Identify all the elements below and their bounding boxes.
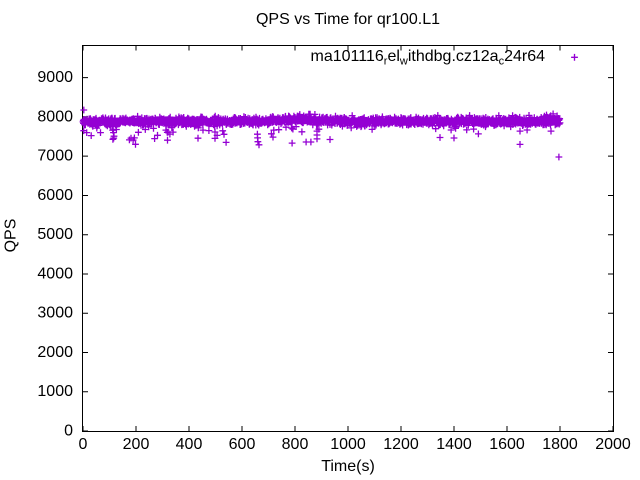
svg-text:1000: 1000: [37, 383, 73, 400]
svg-text:9000: 9000: [37, 69, 73, 86]
svg-text:400: 400: [176, 436, 203, 453]
svg-text:2000: 2000: [37, 344, 73, 361]
svg-text:1000: 1000: [330, 436, 366, 453]
svg-text:800: 800: [282, 436, 309, 453]
svg-text:200: 200: [123, 436, 150, 453]
svg-text:600: 600: [229, 436, 256, 453]
svg-text:QPS: QPS: [3, 219, 20, 253]
svg-text:2000: 2000: [595, 436, 631, 453]
svg-text:0: 0: [79, 436, 88, 453]
svg-text:1600: 1600: [489, 436, 525, 453]
svg-text:7000: 7000: [37, 148, 73, 165]
svg-text:QPS vs Time for qr100.L1: QPS vs Time for qr100.L1: [256, 11, 440, 28]
svg-text:4000: 4000: [37, 266, 73, 283]
svg-text:1200: 1200: [383, 436, 419, 453]
svg-text:6000: 6000: [37, 187, 73, 204]
svg-text:3000: 3000: [37, 305, 73, 322]
svg-text:1800: 1800: [542, 436, 578, 453]
svg-text:1400: 1400: [436, 436, 472, 453]
svg-text:Time(s): Time(s): [321, 458, 375, 475]
svg-text:5000: 5000: [37, 226, 73, 243]
svg-text:0: 0: [64, 423, 73, 440]
svg-text:8000: 8000: [37, 108, 73, 125]
svg-text:ma101116relwithdbg.cz12ac24r64: ma101116relwithdbg.cz12ac24r64: [311, 48, 546, 68]
